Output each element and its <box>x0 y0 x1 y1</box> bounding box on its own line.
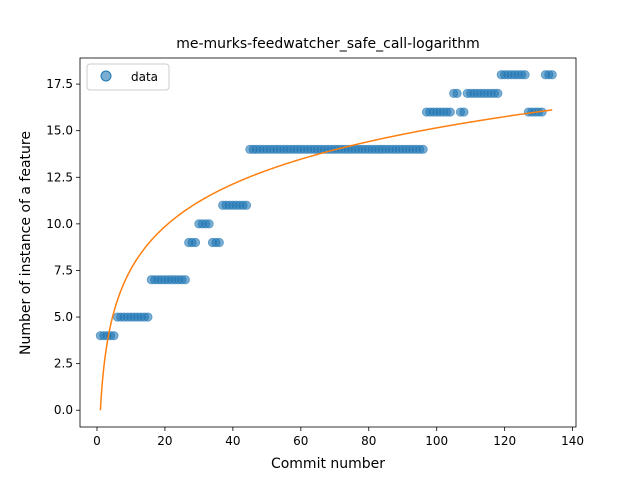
data-point <box>109 331 119 341</box>
y-tick-label: 5.0 <box>54 310 73 324</box>
legend-box <box>86 63 170 91</box>
y-axis-label: Number of instance of a feature <box>18 131 34 355</box>
x-tick-label: 40 <box>225 434 240 448</box>
x-tick-label: 0 <box>93 434 101 448</box>
data-point <box>418 144 428 154</box>
plot-area <box>80 58 576 427</box>
legend-label-data: data <box>131 70 158 84</box>
y-tick-label: 17.5 <box>46 77 73 91</box>
data-point <box>204 219 214 229</box>
data-point <box>143 312 153 322</box>
data-point <box>445 107 455 117</box>
data-point <box>241 200 252 210</box>
x-tick-label: 60 <box>293 434 308 448</box>
x-tick-label: 120 <box>493 434 516 448</box>
y-tick-label: 2.5 <box>54 357 73 371</box>
data-point <box>180 275 190 285</box>
data-point <box>452 88 462 99</box>
axes-frame <box>79 57 577 428</box>
y-tick-label: 15.0 <box>46 124 73 138</box>
y-axis-ticks: 0.0 2.5 5.0 7.5 10.0 12.5 15.0 17.5 <box>46 77 80 417</box>
chart-title: me-murks-feedwatcher_safe_call-logarithm <box>176 36 480 52</box>
data-point <box>190 237 201 248</box>
fit-curve-line <box>99 109 553 411</box>
y-tick-label: 0.0 <box>54 403 73 417</box>
legend: data <box>86 63 170 91</box>
x-tick-label: 140 <box>561 434 584 448</box>
data-point <box>520 70 530 80</box>
data-point <box>214 237 224 248</box>
x-tick-label: 100 <box>425 434 448 448</box>
x-tick-label: 80 <box>361 434 376 448</box>
data-point <box>459 107 469 117</box>
y-tick-label: 7.5 <box>54 263 73 277</box>
y-tick-label: 12.5 <box>46 170 73 184</box>
data-point <box>547 70 557 80</box>
y-tick-label: 10.0 <box>46 217 73 231</box>
x-axis-label: Commit number <box>271 456 385 472</box>
data-point <box>493 88 503 99</box>
legend-marker <box>100 70 112 82</box>
x-tick-label: 20 <box>157 434 172 448</box>
x-axis-ticks: 0 20 40 60 80 100 120 140 <box>93 427 584 448</box>
